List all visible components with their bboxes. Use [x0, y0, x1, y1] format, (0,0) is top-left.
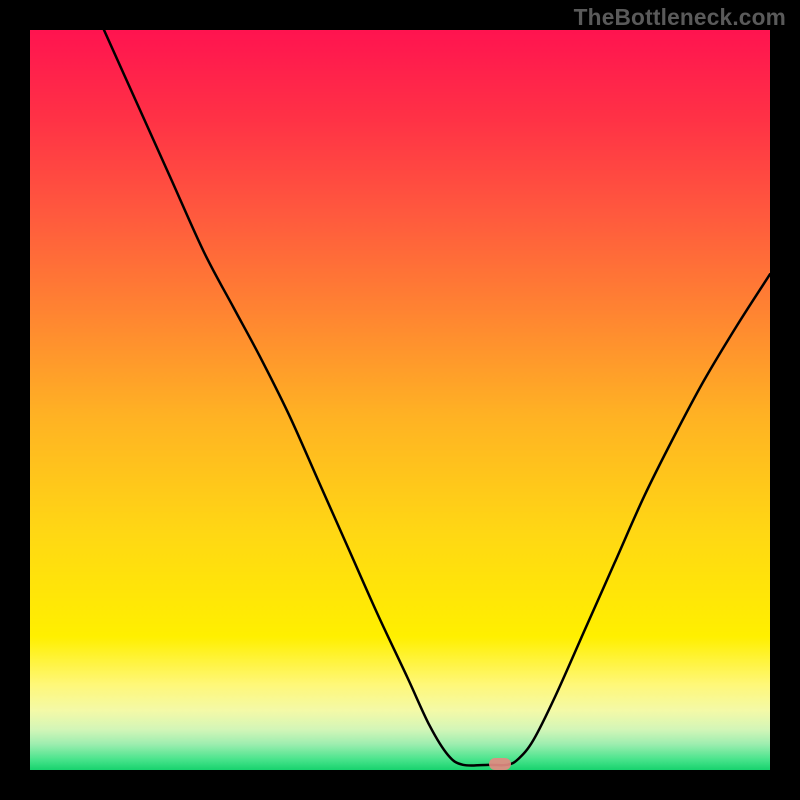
highlight-marker [489, 758, 511, 770]
watermark-text: TheBottleneck.com [574, 4, 786, 31]
frame-bottom [0, 770, 800, 800]
frame-right [770, 0, 800, 800]
frame-left [0, 0, 30, 800]
plot-area [30, 30, 770, 770]
trend-curve-svg [30, 30, 770, 770]
trend-curve [104, 30, 770, 766]
chart-stage: TheBottleneck.com [0, 0, 800, 800]
